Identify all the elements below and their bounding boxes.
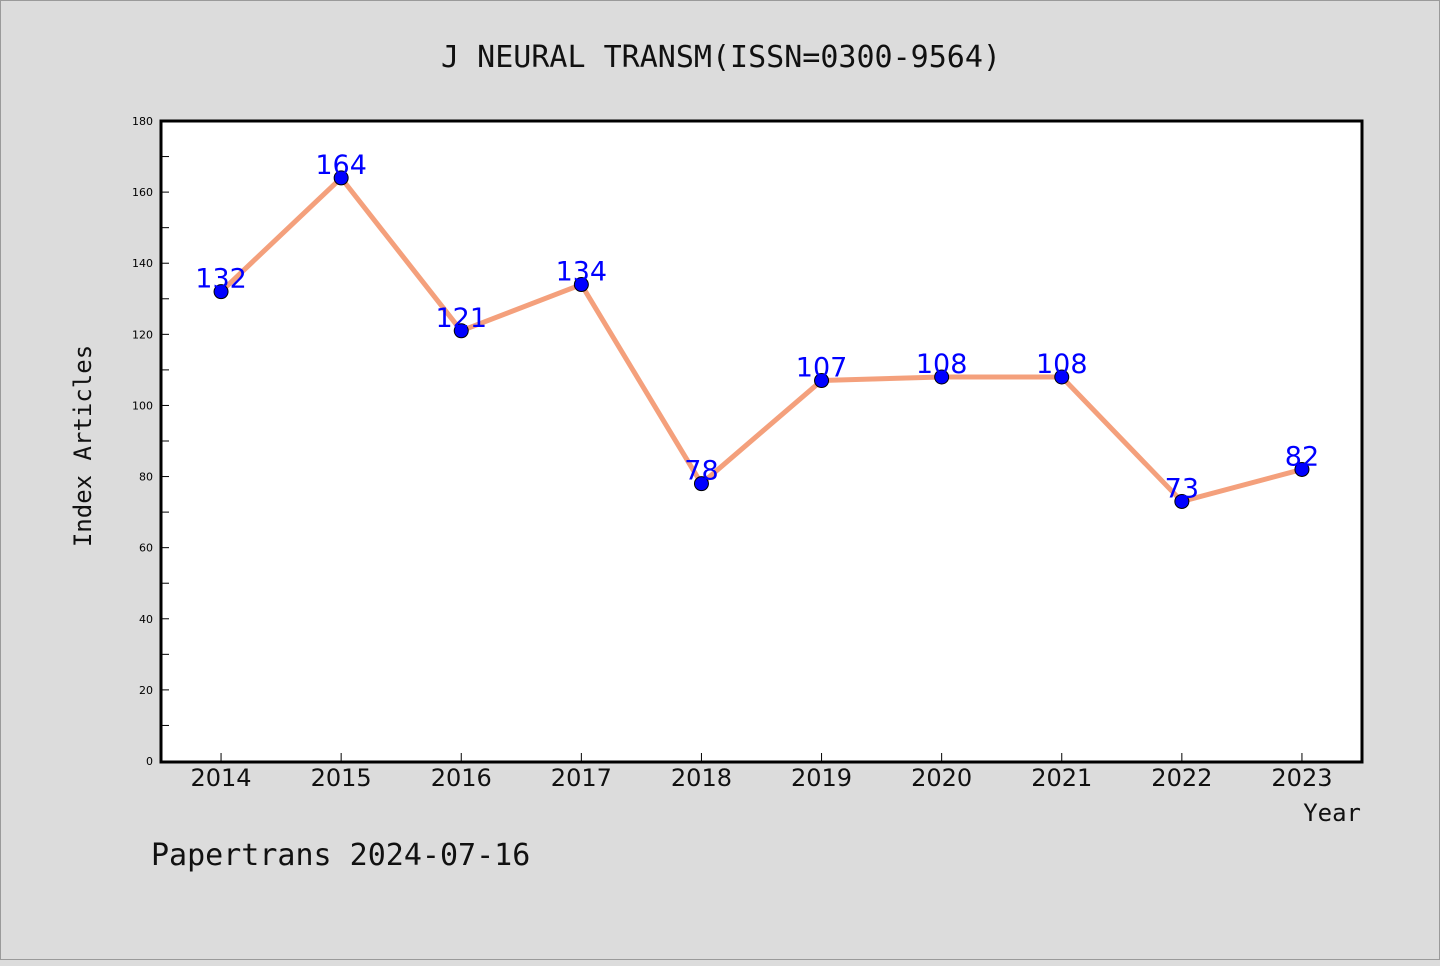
plot-area: [159, 119, 1364, 764]
data-label: 108: [1036, 349, 1088, 380]
y-tick-label: 160: [132, 186, 153, 199]
data-point: [573, 277, 589, 293]
data-label: 107: [796, 353, 848, 384]
data-point: [333, 170, 349, 186]
data-point: [1294, 461, 1310, 477]
y-tick-label: 140: [132, 257, 153, 270]
y-axis: 0 20 40 60 80 100 120 140 160 180: [132, 115, 169, 768]
data-label: 121: [435, 303, 487, 334]
x-tick-label: 2023: [1271, 764, 1332, 792]
footer-credit: Papertrans 2024-07-16: [151, 838, 530, 873]
chart-title: J NEURAL TRANSM(ISSN=0300-9564): [441, 40, 1001, 75]
x-tick-label: 2017: [551, 764, 612, 792]
data-point: [453, 323, 469, 339]
y-tick-label: 60: [139, 542, 153, 555]
data-label: 132: [195, 264, 247, 295]
y-tick-label: 80: [139, 471, 153, 484]
x-tick-label: 2021: [1031, 764, 1092, 792]
x-tick-label: 2014: [191, 764, 252, 792]
data-label: 164: [315, 150, 367, 181]
y-tick-label: 100: [132, 399, 153, 412]
x-axis: 2014 2015 2016 2017 2018 2019 2020 2021 2022 2023: [191, 753, 1332, 792]
y-tick-label: 0: [146, 755, 153, 768]
x-tick-label: 2019: [791, 764, 852, 792]
x-tick-label: 2016: [431, 764, 492, 792]
data-point: [1174, 493, 1190, 509]
data-label: 73: [1165, 473, 1199, 504]
data-point: [1054, 369, 1070, 385]
data-point: [213, 284, 229, 300]
x-tick-label: 2020: [911, 764, 972, 792]
data-label: 108: [916, 349, 968, 380]
y-tick-label: 180: [132, 115, 153, 128]
x-tick-label: 2022: [1151, 764, 1212, 792]
y-axis-label: Index Articles: [69, 345, 97, 547]
data-point: [934, 369, 950, 385]
x-axis-label: Year: [1303, 799, 1361, 827]
x-tick-label: 2018: [671, 764, 732, 792]
data-label: 134: [556, 257, 608, 288]
y-tick-label: 120: [132, 328, 153, 341]
data-point: [814, 373, 830, 389]
series-line-group: [219, 175, 1303, 504]
data-label: 78: [684, 456, 718, 487]
y-tick-label: 20: [139, 684, 153, 697]
data-label-group: 132 164 121 134 78 107 108 108 73 82: [195, 150, 1319, 505]
series-line: [219, 175, 1303, 504]
y-tick-label: 40: [139, 613, 153, 626]
marker-group: [213, 170, 1310, 509]
x-tick-label: 2015: [311, 764, 372, 792]
data-label: 82: [1285, 441, 1319, 472]
data-point: [693, 476, 709, 492]
